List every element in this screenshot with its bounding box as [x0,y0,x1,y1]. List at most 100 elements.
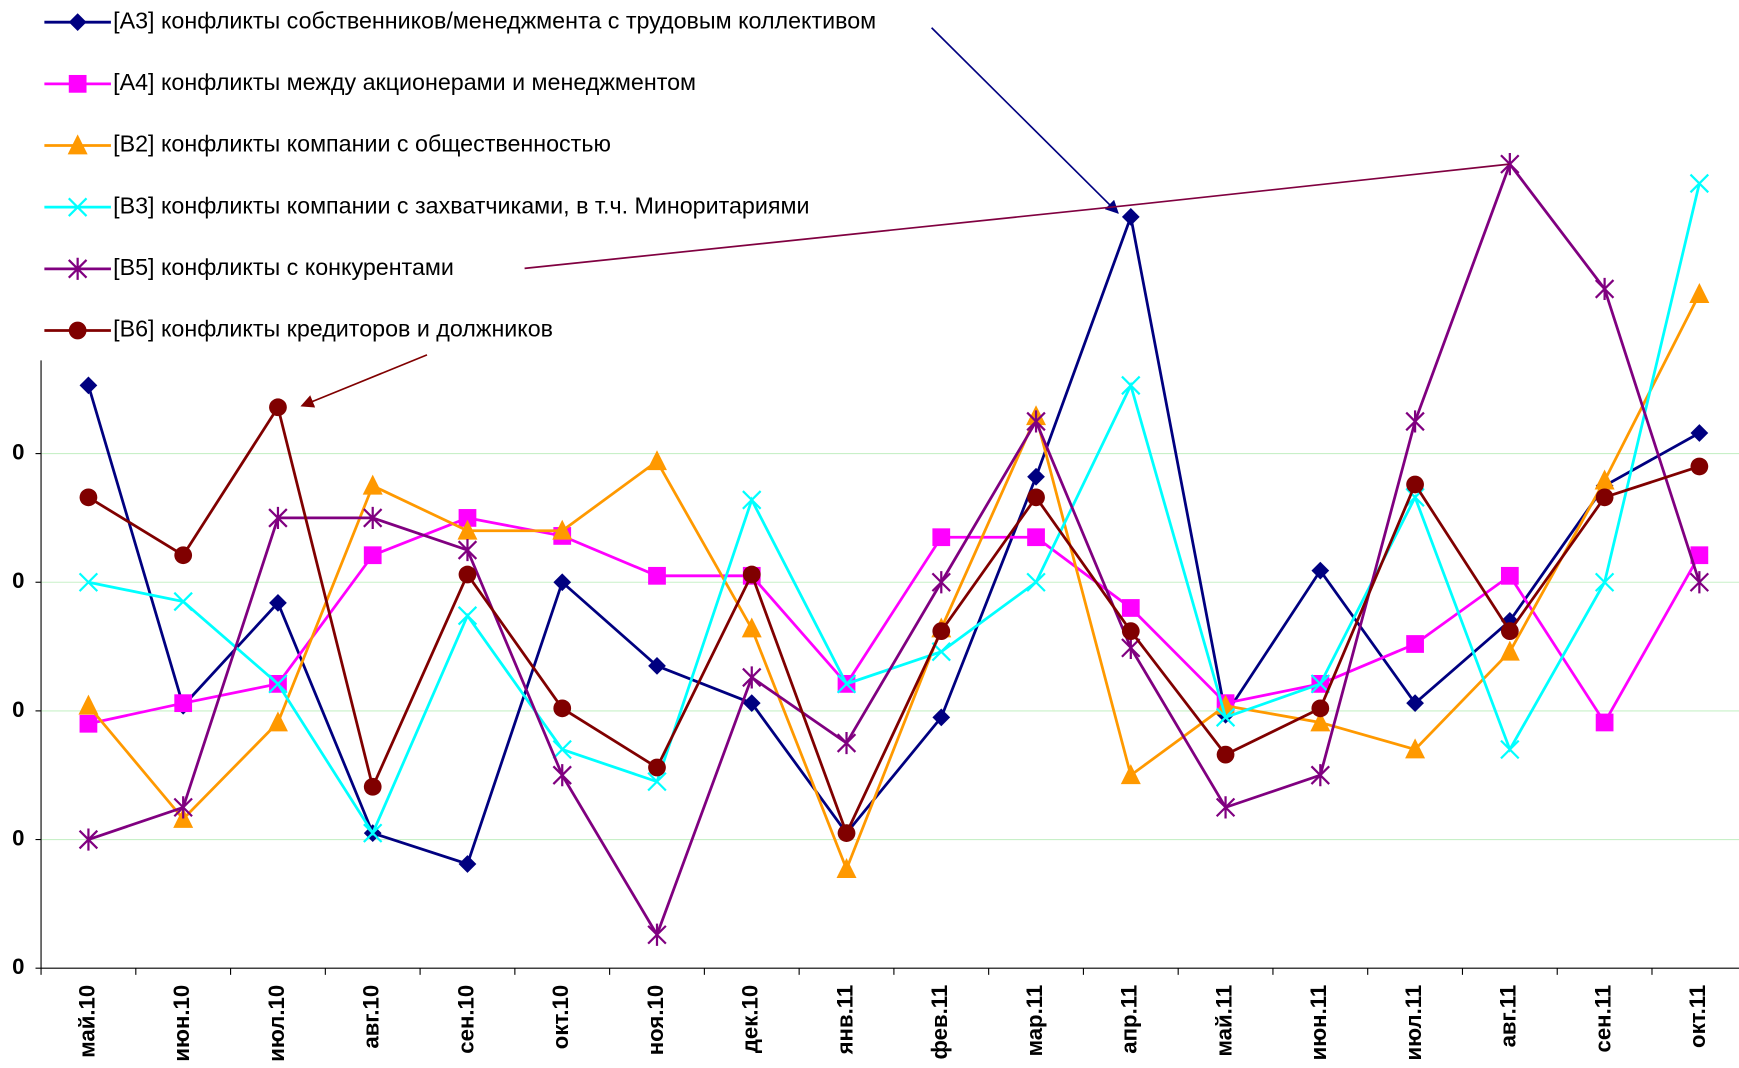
marker [1689,571,1710,594]
marker [837,824,856,842]
x-tick-label: авг.11 [1496,985,1521,1048]
marker [268,674,288,694]
marker [552,764,572,787]
series [78,153,1710,946]
marker [458,565,477,584]
series [79,208,1709,873]
series [79,398,1709,842]
x-tick-label: май.11 [1211,985,1236,1057]
marker [174,546,193,565]
marker [458,509,477,527]
marker [742,490,762,510]
legend-label: [B3] конфликты компании с захватчиками, … [113,192,809,218]
marker [68,321,87,340]
marker [458,855,477,873]
marker [78,828,99,851]
marker [457,538,478,562]
marker [78,572,99,592]
x-tick-label: дек.10 [738,985,763,1053]
marker [267,711,288,732]
marker [1026,572,1046,592]
annotation-arrow [300,354,428,408]
y-tick-label: 0 [12,954,24,979]
marker [1310,764,1330,787]
marker [1027,488,1045,507]
marker [1121,208,1140,226]
marker [1689,282,1710,303]
marker [1406,635,1424,653]
marker [1405,738,1426,759]
marker [1594,469,1615,490]
marker [173,591,193,612]
marker [741,617,762,638]
marker [648,656,666,675]
marker [363,777,382,796]
marker [269,398,287,417]
marker [78,694,99,715]
marker [362,474,383,495]
marker [67,134,88,155]
y-tick-label: 0 [12,568,24,593]
marker [79,376,98,395]
marker [742,666,762,689]
marker [552,739,572,760]
y-tick-label: 0 [12,439,24,464]
marker [647,771,667,792]
marker [1311,699,1330,718]
marker [1026,410,1046,433]
marker [1690,457,1709,476]
marker [1121,599,1140,617]
marker [1405,410,1425,433]
marker [68,13,87,32]
marker [1121,375,1141,396]
legend-label: [B2] конфликты компании с общественность… [113,131,611,157]
marker [552,519,573,540]
legend-label: [B5] конфликты с конкурентами [113,254,454,280]
marker [742,694,761,713]
legend-label: [A3] конфликты собственников/менеджмента… [113,7,876,33]
annotation-arrow [931,27,1119,214]
x-tick-label: фев.11 [927,985,952,1060]
marker [457,519,478,540]
marker [79,714,98,733]
x-tick-label: июн.11 [1306,985,1331,1061]
marker [67,197,88,217]
x-tick-label: сен.10 [453,985,478,1054]
marker [553,573,572,592]
series [78,173,1710,843]
legend-label: [A4] конфликты между акционерами и менед… [113,69,696,95]
x-tick-label: янв.11 [832,985,857,1056]
legend-label: [B6] конфликты кредиторов и должников [113,316,553,342]
grid [41,453,1739,841]
marker [1027,528,1045,547]
x-tick-label: мар.11 [1022,985,1047,1057]
marker [1595,488,1614,507]
y-tick-label: 0 [12,825,24,850]
marker [648,566,666,585]
x-tick-label: авг.10 [359,985,384,1049]
marker [268,506,288,530]
x-tick-label: июл.10 [264,985,289,1062]
marker [174,694,193,713]
marker [932,528,951,547]
line [87,161,1701,938]
marker [1120,764,1141,785]
marker [931,571,951,594]
marker [1406,694,1424,713]
marker [363,823,383,843]
line [88,183,1701,837]
marker [1500,153,1520,176]
marker [648,758,666,777]
marker [553,699,572,718]
marker [1215,707,1236,727]
x-tick-label: апр.11 [1117,985,1142,1054]
x-tick-label: окт.11 [1685,985,1710,1048]
marker [1500,622,1519,641]
legend: [A3] конфликты собственников/менеджмента… [44,7,876,342]
marker [363,506,383,530]
marker [269,593,287,612]
marker [79,488,98,507]
marker [1594,572,1615,592]
marker [363,546,382,565]
marker [1216,745,1235,764]
